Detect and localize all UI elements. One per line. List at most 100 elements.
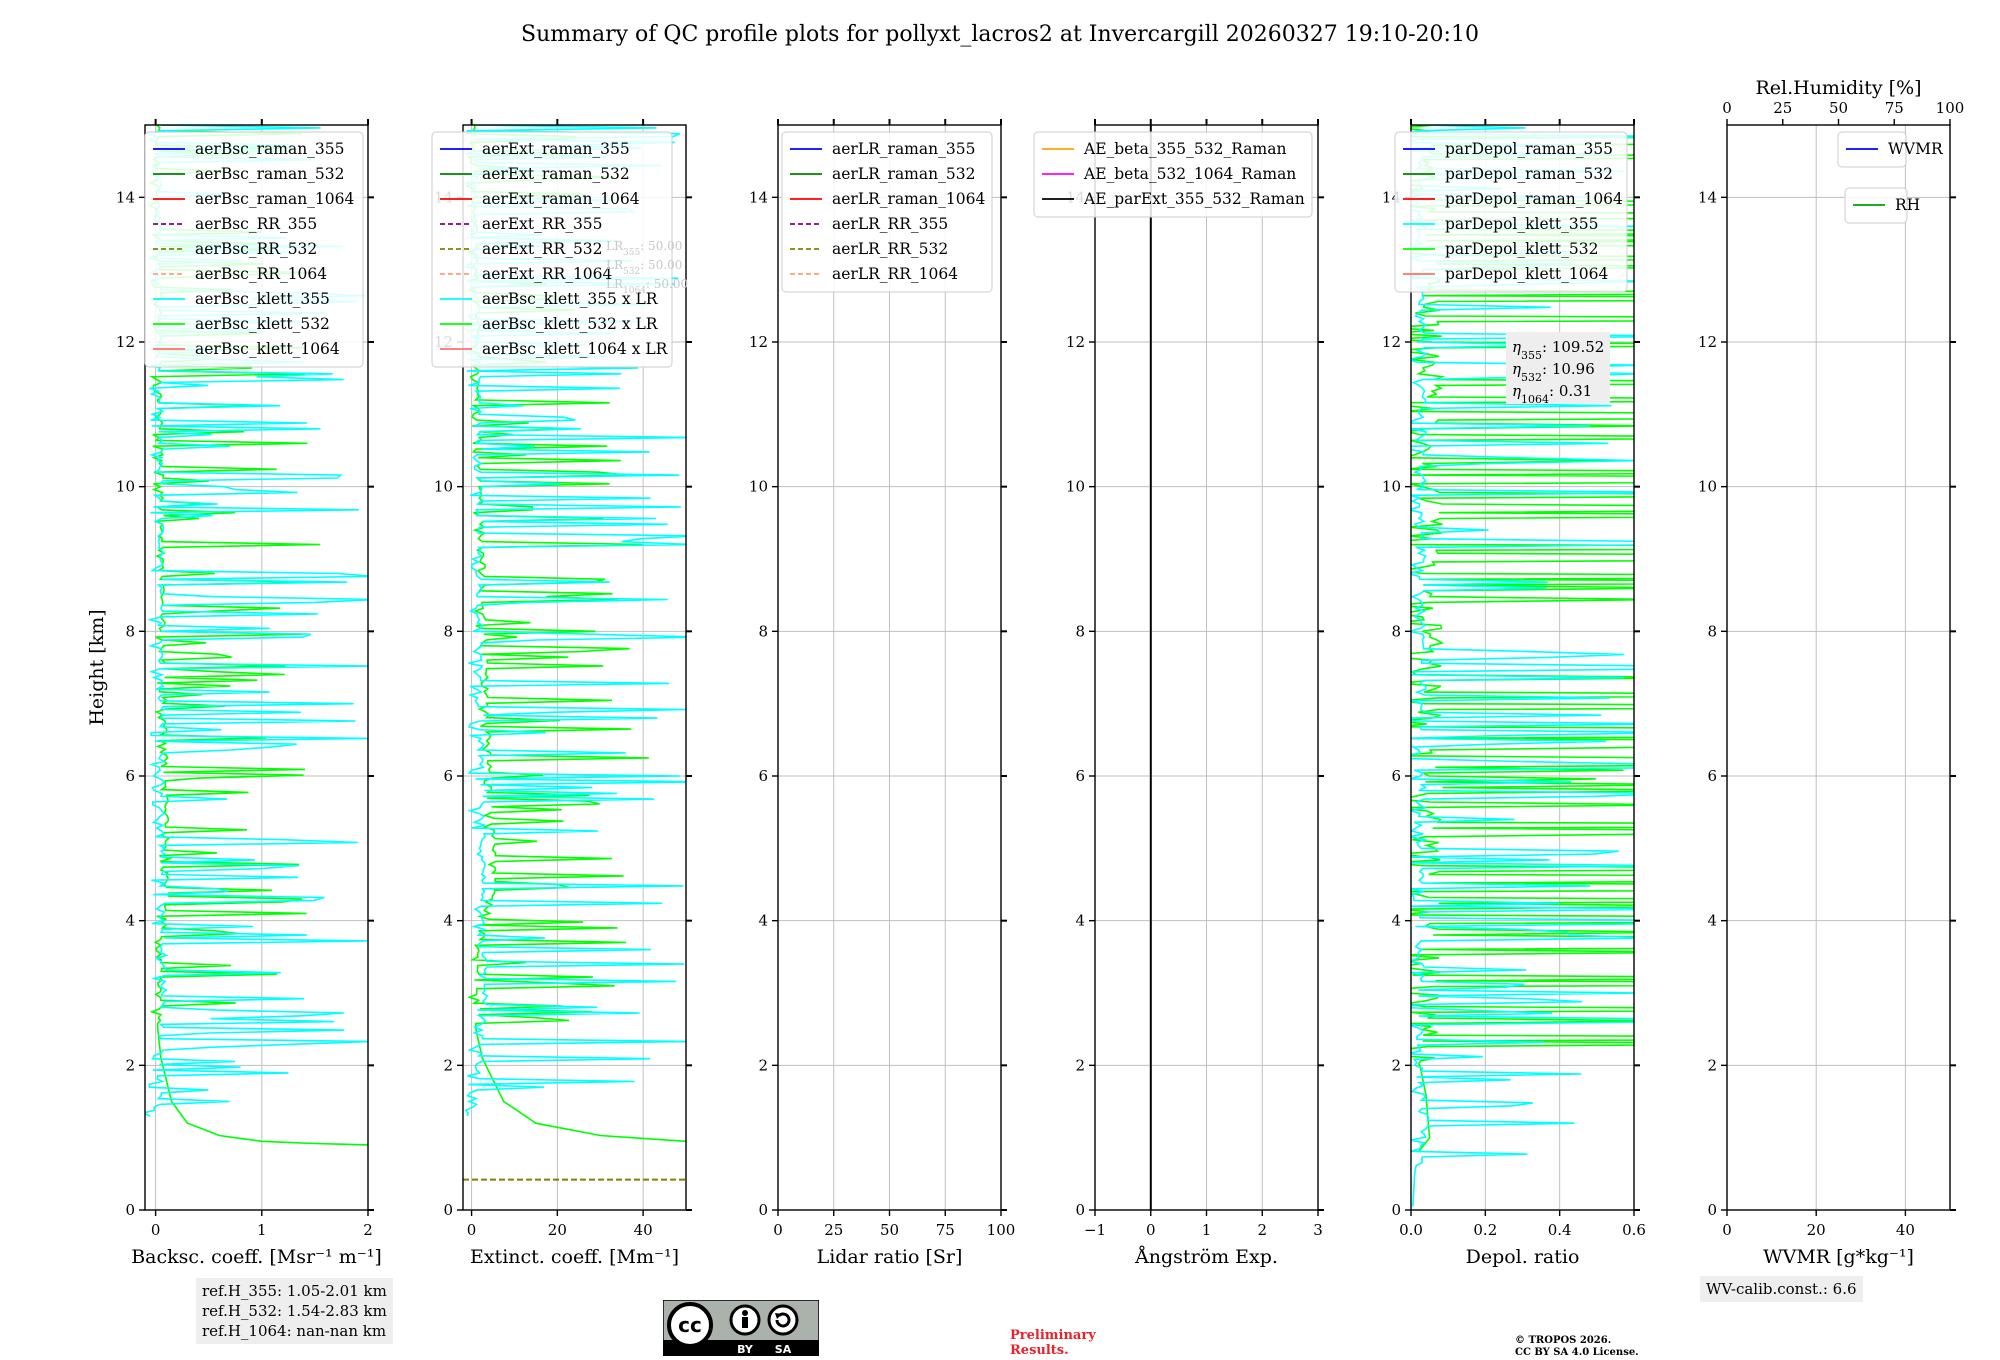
- legend-entry: aerBsc_klett_1064 x LR: [482, 340, 669, 358]
- legend-box: [1033, 131, 1313, 218]
- legend-entry: aerExt_raman_532: [482, 165, 630, 183]
- y-tick-label: 2: [758, 1056, 768, 1074]
- top-x-axis-label: Rel.Humidity [%]: [1755, 77, 1921, 99]
- legend-entry: aerBsc_klett_1064: [195, 340, 340, 358]
- prelim-line-1: Preliminary: [1010, 1328, 1096, 1343]
- legend-entry: aerLR_RR_1064: [832, 265, 958, 283]
- figure-title: Summary of QC profile plots for pollyxt_…: [521, 22, 1479, 47]
- ref-height-1064: ref.H_1064: nan-nan km: [202, 1322, 387, 1340]
- legend-entry: parDepol_raman_1064: [1445, 190, 1623, 208]
- legend-entry: aerExt_raman_355: [482, 140, 630, 158]
- axes-frame: [1410, 124, 1635, 1211]
- panel-wv: 0 2 4 6 8 10 12 14 0 20 40 WVMR [g*kg⁻¹] 0 25 50 75 100 R…: [1698, 77, 1964, 1268]
- x-tick-label: 3: [1313, 1221, 1323, 1239]
- y-tick-label: 10: [1698, 478, 1717, 496]
- cc-license-badge: cc BY SA: [663, 1300, 819, 1356]
- x-tick-label: 40: [1896, 1221, 1915, 1239]
- legend-entry: aerBsc_raman_532: [195, 165, 345, 183]
- legend: parDepol_raman_355 parDepol_raman_532 parD…: [1394, 131, 1628, 293]
- eta-annotation: η1064: 0.31: [1512, 382, 1592, 406]
- legend-entry: aerExt_RR_355: [482, 215, 603, 233]
- y-tick-label: 4: [758, 912, 768, 930]
- copyright-line-1: © TROPOS 2026.: [1515, 1335, 1612, 1346]
- y-tick-label: 12: [1698, 333, 1717, 351]
- x-tick-label: 0.6: [1622, 1221, 1646, 1239]
- legend: aerLR_raman_355 aerLR_raman_532 aerLR_rama…: [781, 131, 993, 293]
- prelim-line-2: Results.: [1010, 1343, 1069, 1358]
- legend-entry: aerExt_raman_1064: [482, 190, 640, 208]
- y-tick-label: 14: [749, 188, 768, 206]
- top-x-tick-label: 75: [1885, 99, 1904, 117]
- legend: AE_beta_355_532_Raman AE_beta_532_1064_Ra…: [1033, 131, 1313, 218]
- y-tick-label: 0: [1391, 1201, 1401, 1219]
- x-axis-label: Ångström Exp.: [1134, 1246, 1278, 1268]
- lr-annotation: LR355: 50.00: [606, 239, 682, 258]
- x-tick-label: 2: [1257, 1221, 1267, 1239]
- cc-sa-label: SA: [775, 1343, 792, 1356]
- y-tick-label: 0: [1707, 1201, 1717, 1219]
- y-tick-label: 2: [1075, 1056, 1085, 1074]
- y-tick-label: 10: [434, 478, 453, 496]
- y-tick-label: 6: [1075, 767, 1085, 785]
- cc-logo-icon: [667, 1302, 713, 1348]
- reference-height-box: ref.H_355: 1.05-2.01 km ref.H_532: 1.54-…: [196, 1278, 393, 1344]
- x-tick-label: 0.2: [1473, 1221, 1497, 1239]
- legend-entry: parDepol_klett_1064: [1445, 265, 1608, 283]
- x-axis-label: Lidar ratio [Sr]: [817, 1246, 963, 1268]
- legend-entry: parDepol_klett_532: [1445, 240, 1598, 258]
- x-tick-label: 0: [151, 1221, 161, 1239]
- legend-entry: aerLR_RR_532: [832, 240, 948, 258]
- axes-frame: [1726, 124, 1951, 1211]
- panel-ext: 0246810121402040Extinct. coeff. [Mm⁻¹]ae…: [431, 119, 692, 1268]
- y-tick-label: 8: [443, 622, 453, 640]
- x-tick-label: 40: [634, 1221, 653, 1239]
- legend-box: [144, 131, 364, 368]
- y-tick-label: 10: [1382, 478, 1401, 496]
- legend-entry: aerBsc_RR_1064: [195, 265, 327, 283]
- top-x-tick-label: 100: [1936, 99, 1965, 117]
- y-tick-label: 0: [758, 1201, 768, 1219]
- y-tick-label: 8: [1391, 622, 1401, 640]
- y-tick-label: 8: [125, 622, 135, 640]
- y-tick-label: 0: [1075, 1201, 1085, 1219]
- legend-entry: aerBsc_klett_355 x LR: [482, 290, 659, 308]
- y-tick-label: 14: [116, 188, 135, 206]
- y-tick-label: 8: [758, 622, 768, 640]
- x-tick-label: 100: [987, 1221, 1016, 1239]
- x-tick-label: 50: [880, 1221, 899, 1239]
- legend-rh: RH: [1844, 187, 1920, 224]
- legend-entry: AE_beta_355_532_Raman: [1083, 140, 1286, 158]
- y-tick-label: 0: [125, 1201, 135, 1219]
- y-tick-label: 6: [443, 767, 453, 785]
- legend-entry: aerExt_RR_1064: [482, 265, 613, 283]
- y-tick-label: 8: [1075, 622, 1085, 640]
- y-tick-label: 2: [1391, 1056, 1401, 1074]
- wv-calib-const: WV-calib.const.: 6.6: [1706, 1280, 1857, 1298]
- y-tick-label: 14: [1698, 188, 1717, 206]
- legend-entry: parDepol_raman_355: [1445, 140, 1613, 158]
- axes-frame: [462, 124, 687, 1211]
- legend-entry: WVMR: [1888, 140, 1944, 158]
- top-x-tick-label: 50: [1829, 99, 1848, 117]
- y-tick-label: 6: [1391, 767, 1401, 785]
- x-tick-label: 20: [1807, 1221, 1826, 1239]
- legend-entry: aerBsc_raman_355: [195, 140, 345, 158]
- preliminary-results-note: Preliminary Results.: [1010, 1328, 1096, 1358]
- y-tick-label: 4: [1391, 912, 1401, 930]
- y-tick-label: 12: [749, 333, 768, 351]
- x-axis-label: Depol. ratio: [1466, 1246, 1580, 1268]
- legend-entry: aerBsc_RR_355: [195, 215, 317, 233]
- legend-entry: aerBsc_klett_532: [195, 315, 330, 333]
- x-tick-label: 0.0: [1399, 1221, 1423, 1239]
- legend-entry: parDepol_raman_532: [1445, 165, 1613, 183]
- eta-annotation: η532: 10.96: [1512, 360, 1595, 384]
- y-tick-label: 8: [1707, 622, 1717, 640]
- ref-height-355: ref.H_355: 1.05-2.01 km: [202, 1282, 387, 1300]
- legend-entry: aerExt_RR_532: [482, 240, 603, 258]
- cc-by-label: BY: [737, 1343, 754, 1356]
- legend-entry: aerLR_raman_532: [832, 165, 975, 183]
- legend-entry: aerBsc_raman_1064: [195, 190, 355, 208]
- legend: WVMR: [1837, 131, 1944, 168]
